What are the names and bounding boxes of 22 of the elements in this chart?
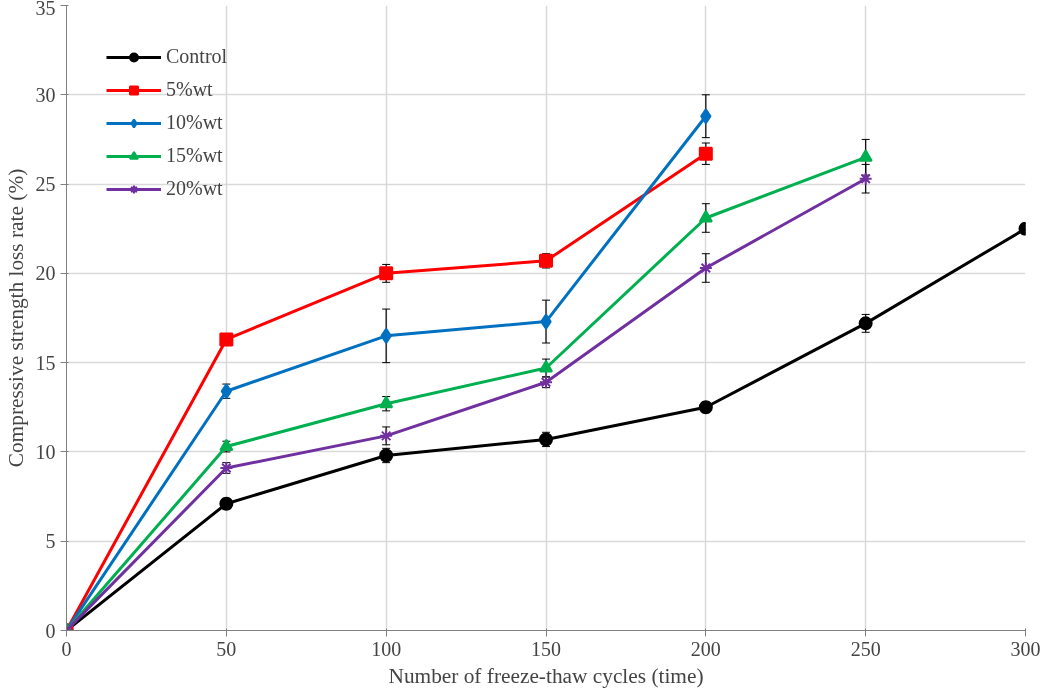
legend-label: 10%wt xyxy=(166,111,223,134)
legend-label: Control xyxy=(166,45,228,68)
legend-label: 20%wt xyxy=(166,177,223,200)
x-tick-label: 150 xyxy=(531,637,561,660)
y-axis-title: Compressive strength loss rate (%) xyxy=(3,168,28,468)
x-tick-label: 200 xyxy=(690,637,721,660)
y-tick-label: 25 xyxy=(35,173,56,196)
x-tick-label: 0 xyxy=(61,637,72,660)
y-tick-label: 15 xyxy=(35,351,56,374)
y-tick-label: 10 xyxy=(35,440,56,463)
y-tick-label: 0 xyxy=(45,619,56,642)
legend-label: 15%wt xyxy=(166,144,223,167)
x-tick-label: 100 xyxy=(371,637,402,660)
y-tick-label: 20 xyxy=(35,262,56,285)
y-tick-label: 5 xyxy=(45,530,56,553)
x-axis-title: Number of freeze-thaw cycles (time) xyxy=(388,663,704,688)
x-tick-label: 300 xyxy=(1010,637,1041,660)
legend-label: 5%wt xyxy=(166,78,213,101)
x-tick-label: 50 xyxy=(216,637,237,660)
x-tick-label: 250 xyxy=(850,637,881,660)
y-tick-label: 30 xyxy=(35,83,56,106)
y-tick-label: 35 xyxy=(35,0,56,19)
